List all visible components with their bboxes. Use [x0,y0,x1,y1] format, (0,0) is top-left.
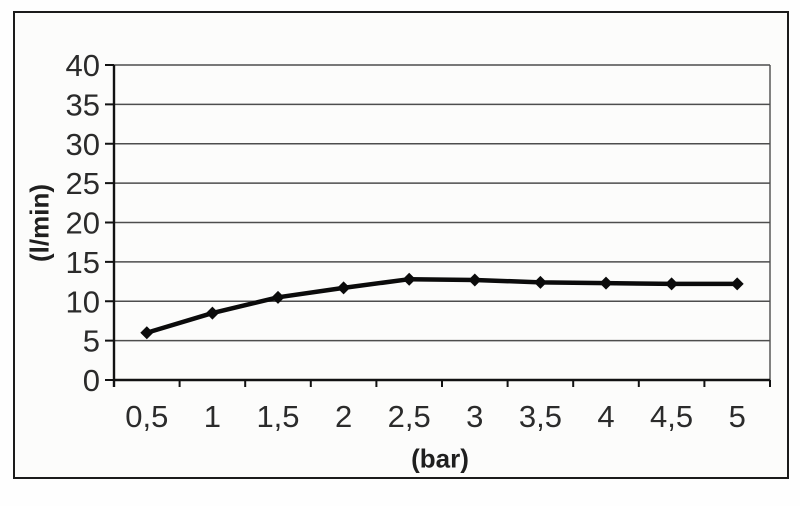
x-tick-label-2: 1,5 [256,399,299,434]
x-tick-label-1: 1 [204,399,221,434]
y-tick-label-20: 20 [66,206,100,241]
y-tick-label-30: 30 [66,127,100,162]
chart-frame [13,11,789,479]
y-axis-title: (l/min) [24,184,55,262]
data-point-4,5-bar [665,277,679,291]
data-point-2-bar [337,281,351,295]
data-point-1-bar [205,306,219,320]
y-tick-label-35: 35 [66,87,100,122]
y-tick-label-10: 10 [66,284,100,319]
y-tick-label-0: 0 [83,363,100,398]
x-tick-label-5: 3 [466,399,483,434]
x-tick-label-3: 2 [335,399,352,434]
data-point-3-bar [468,273,482,287]
data-point-1,5-bar [271,290,285,304]
y-tick-label-5: 5 [83,324,100,359]
data-point-0,5-bar [140,326,154,340]
x-tick-label-6: 3,5 [519,399,562,434]
x-tick-label-8: 4,5 [650,399,693,434]
data-point-2,5-bar [402,272,416,286]
x-tick-label-4: 2,5 [388,399,431,434]
series-flow-rate-line [144,276,740,335]
y-tick-label-25: 25 [66,166,100,201]
x-tick-label-0: 0,5 [125,399,168,434]
x-axis-title: (bar) [411,443,469,474]
x-tick-label-9: 5 [729,399,746,434]
x-tick-label-7: 4 [597,399,614,434]
data-point-3,5-bar [533,275,547,289]
data-point-5-bar [730,277,744,291]
y-tick-label-15: 15 [66,245,100,280]
y-tick-label-40: 40 [66,48,100,83]
data-point-4-bar [599,276,613,290]
